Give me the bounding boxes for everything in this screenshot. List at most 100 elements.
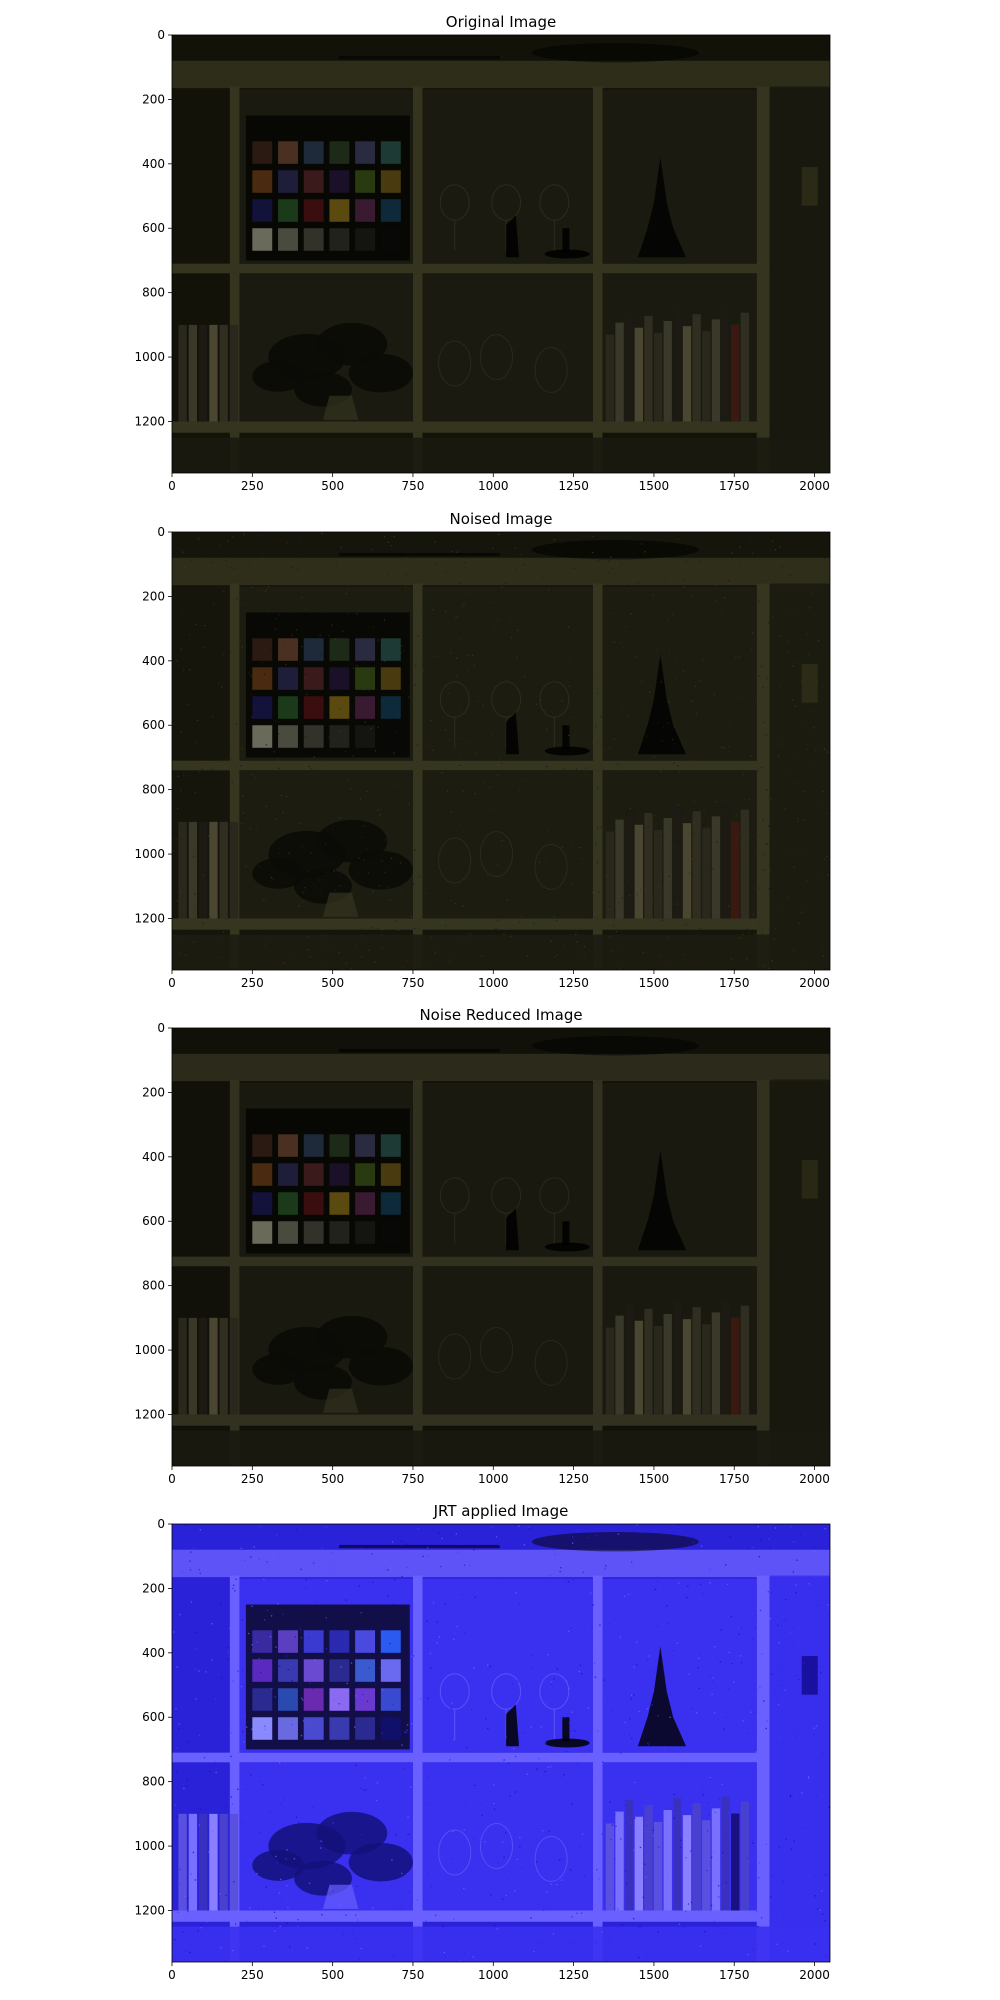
noise-speck (444, 946, 446, 948)
noise-speck (597, 1730, 599, 1732)
noise-speck (450, 899, 453, 902)
color-swatch (278, 141, 298, 164)
noise-speck (186, 1897, 189, 1899)
noise-speck (702, 1793, 704, 1796)
noise-speck (445, 572, 447, 574)
noise-speck (193, 766, 195, 768)
noise-speck (449, 1759, 451, 1761)
noise-speck (751, 1739, 754, 1741)
noise-speck (217, 1667, 219, 1669)
book (615, 1811, 624, 1911)
noise-speck (683, 586, 686, 588)
noise-speck (414, 664, 417, 667)
plant-pot (323, 892, 359, 917)
noise-speck (610, 932, 612, 934)
wine-glass (534, 1339, 568, 1386)
noise-speck (552, 1933, 555, 1935)
noise-speck (539, 1796, 541, 1799)
noise-speck (596, 692, 598, 695)
noise-speck (386, 562, 388, 565)
noise-speck (694, 930, 696, 932)
noise-speck (742, 933, 744, 936)
noise-speck (391, 1859, 393, 1861)
noise-speck (455, 1533, 457, 1535)
noise-speck (746, 872, 748, 875)
noise-speck (730, 958, 733, 960)
noise-speck (246, 1920, 248, 1922)
noise-speck (596, 1869, 598, 1871)
noise-speck (331, 1552, 334, 1554)
noise-speck (808, 607, 811, 609)
noise-speck (793, 1840, 795, 1842)
noise-speck (417, 635, 419, 637)
noise-speck (539, 699, 542, 701)
noise-speck (677, 538, 679, 541)
noise-speck (687, 1764, 689, 1766)
top-lamp (531, 1036, 699, 1056)
noise-speck (824, 1919, 826, 1922)
noise-speck (291, 1723, 293, 1726)
noise-speck (662, 726, 664, 728)
noise-speck (280, 794, 283, 797)
noise-speck (437, 1532, 439, 1534)
noise-speck (793, 866, 795, 868)
noise-speck (785, 611, 787, 613)
noise-speck (702, 1592, 704, 1595)
y-tick-label: 400 (142, 654, 165, 668)
noise-speck (530, 1726, 533, 1728)
y-tick-label: 1000 (134, 1343, 165, 1357)
noise-speck (608, 1623, 610, 1625)
noise-speck (383, 536, 385, 538)
book (663, 1809, 672, 1911)
noise-speck (426, 1546, 429, 1549)
shelf-post (756, 1575, 770, 1962)
noise-speck (312, 1806, 314, 1808)
noise-speck (537, 1611, 540, 1613)
noise-speck (408, 802, 411, 805)
noise-speck (282, 1613, 284, 1616)
noise-speck (571, 1711, 573, 1713)
color-swatch (252, 1688, 273, 1711)
noise-speck (426, 1554, 429, 1557)
noise-speck (784, 926, 787, 928)
noise-speck (755, 697, 757, 699)
noise-speck (763, 880, 765, 882)
noise-speck (463, 1887, 465, 1890)
noise-speck (193, 912, 196, 914)
color-swatch (252, 141, 273, 164)
noise-speck (789, 923, 791, 925)
noise-speck (503, 933, 505, 935)
noise-speck (776, 1615, 778, 1617)
noise-speck (298, 1565, 300, 1567)
noise-speck (442, 1925, 444, 1927)
right-wall (769, 583, 830, 970)
noise-speck (601, 1762, 604, 1765)
noise-speck (537, 1564, 539, 1566)
noise-speck (260, 898, 263, 900)
noise-speck (212, 716, 214, 718)
noise-speck (610, 950, 612, 953)
noise-speck (509, 1795, 511, 1797)
noise-speck (355, 1573, 357, 1575)
noise-speck (340, 1666, 342, 1668)
noise-speck (393, 1861, 395, 1863)
noise-speck (330, 1895, 332, 1897)
noise-speck (372, 890, 374, 893)
noise-speck (392, 754, 395, 756)
noise-speck (439, 859, 441, 861)
noise-speck (821, 1665, 823, 1668)
panel-title: Noised Image (450, 510, 553, 528)
book (605, 1823, 615, 1911)
book (731, 1813, 740, 1911)
noise-speck (779, 685, 782, 687)
noise-speck (376, 928, 379, 930)
noise-speck (697, 1666, 699, 1669)
color-swatch (278, 170, 298, 193)
noise-speck (627, 670, 629, 672)
x-tick-label: 750 (402, 479, 425, 493)
color-swatch (329, 667, 350, 690)
noise-speck (805, 893, 808, 895)
noise-speck (444, 963, 446, 965)
color-swatch (278, 638, 298, 661)
